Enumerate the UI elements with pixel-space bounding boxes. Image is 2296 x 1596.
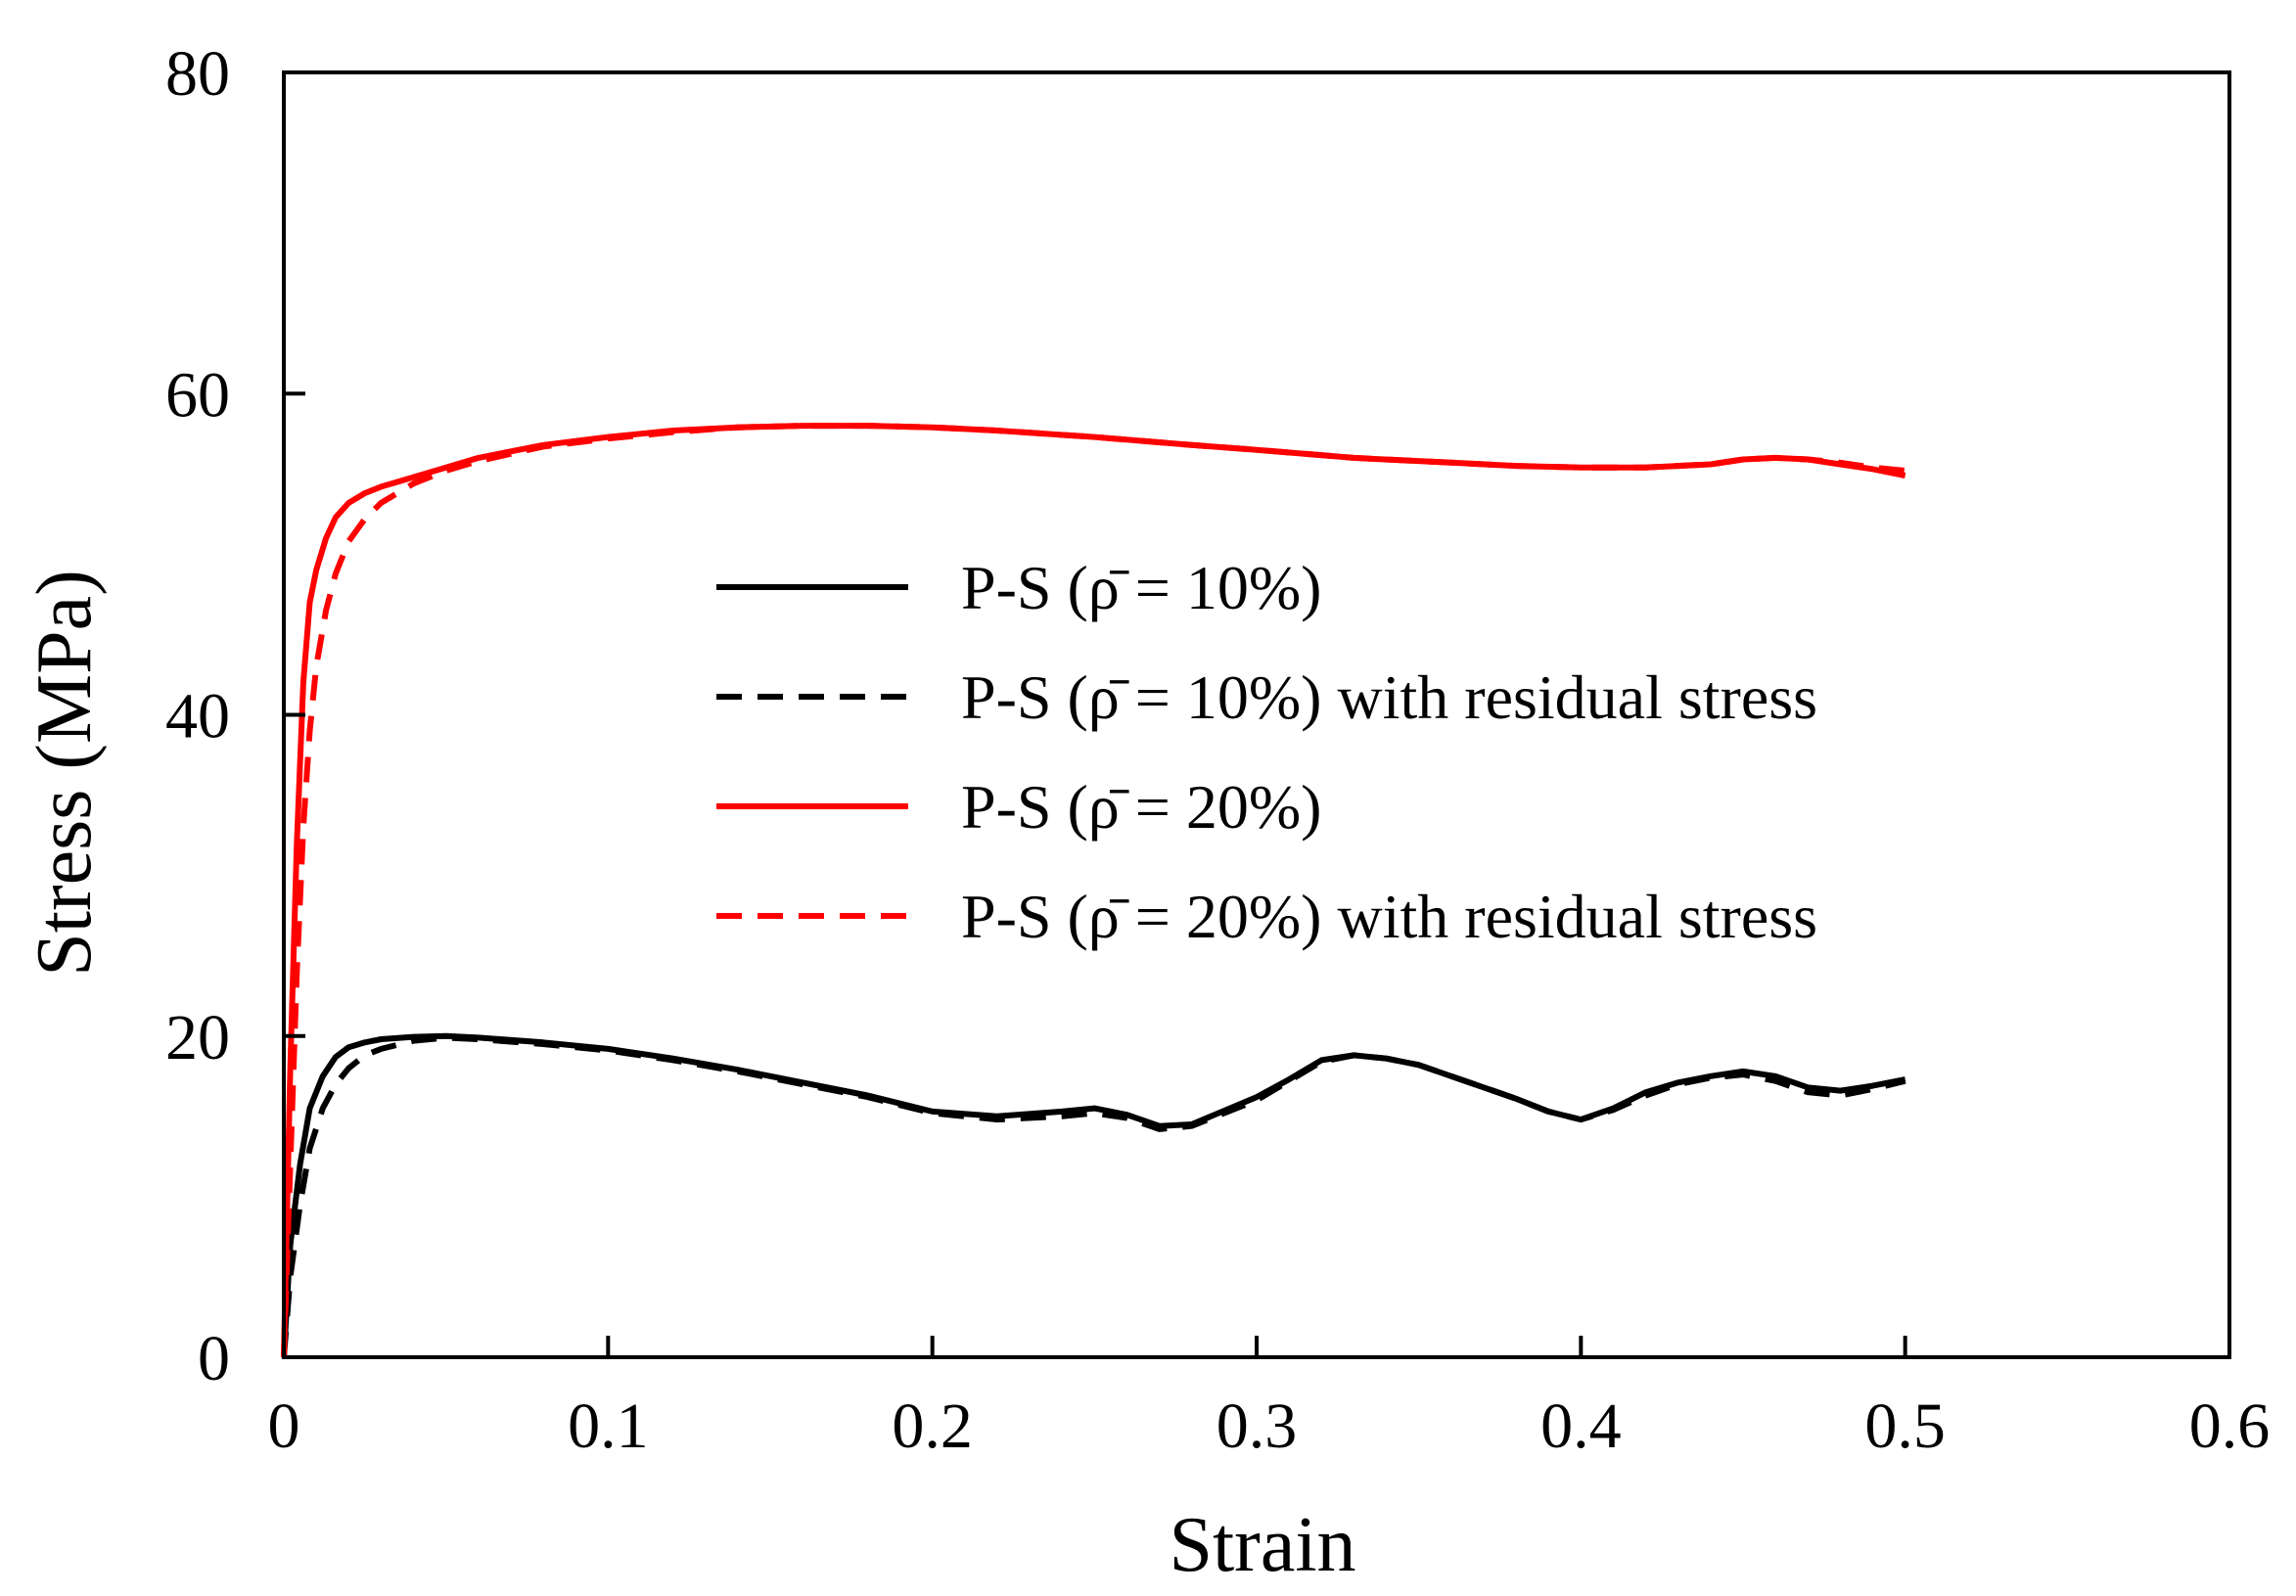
x-tick-label: 0.1 xyxy=(568,1391,649,1462)
legend-label-1: P-S (ρ̄ = 10%) xyxy=(961,553,1321,622)
x-tick-label: 0.6 xyxy=(2189,1391,2271,1462)
series-line-4 xyxy=(281,423,1906,1358)
legend-label-3: P-S (ρ̄ = 20%) xyxy=(961,772,1321,842)
y-axis-ticks: 0 20 40 60 80 xyxy=(165,38,305,1394)
x-axis-ticks: 0 0.1 0.2 0.3 0.4 0.5 0.6 xyxy=(268,1336,2271,1462)
x-tick-label: 0.2 xyxy=(892,1391,973,1462)
y-tick-label: 0 xyxy=(198,1323,230,1394)
series-layer xyxy=(281,423,1906,1358)
y-axis-label: Stress (MPa) xyxy=(22,570,108,977)
y-tick-label: 60 xyxy=(165,359,230,431)
x-tick-label: 0.4 xyxy=(1540,1391,1622,1462)
y-tick-label: 40 xyxy=(165,681,230,752)
series-line-2 xyxy=(281,1034,1906,1358)
x-axis-label: Strain xyxy=(1169,1502,1355,1588)
series-line-3 xyxy=(281,423,1906,1358)
x-tick-label: 0.5 xyxy=(1864,1391,1946,1462)
y-tick-label: 80 xyxy=(165,38,230,110)
series-line-1 xyxy=(281,1032,1906,1358)
x-tick-label: 0 xyxy=(268,1391,300,1462)
y-tick-label: 20 xyxy=(165,1002,230,1073)
legend-label-2: P-S (ρ̄ = 10%) with residual stress xyxy=(961,662,1817,732)
legend: P-S (ρ̄ = 10%) P-S (ρ̄ = 10%) with residu… xyxy=(716,553,1817,951)
x-tick-label: 0.3 xyxy=(1217,1391,1298,1462)
legend-label-4: P-S (ρ̄ = 20%) with residual stress xyxy=(961,882,1817,951)
